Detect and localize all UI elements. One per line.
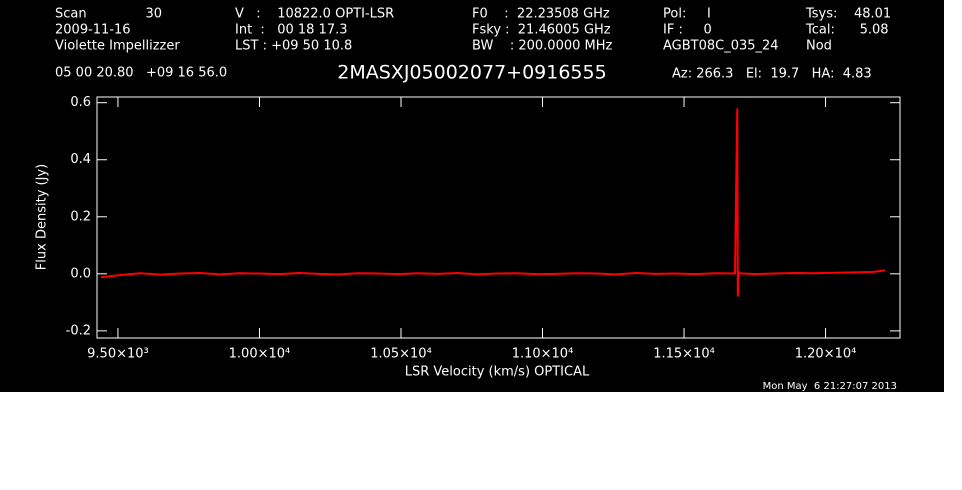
x-tick-label: 1.05×10⁴ — [370, 347, 432, 362]
header-field: 2009-11-16 — [55, 23, 131, 38]
header-field: Int : 00 18 17.3 — [235, 23, 348, 38]
x-tick-label: 9.50×10³ — [87, 347, 149, 362]
x-tick-label: 1.00×10⁴ — [229, 347, 291, 362]
timestamp: Mon May 6 21:27:07 2013 — [763, 381, 897, 392]
y-axis-label: Flux Density (Jy) — [35, 164, 50, 270]
header-field: Fsky : 21.46005 GHz — [472, 23, 611, 38]
header-field: BW : 200.0000 MHz — [472, 39, 613, 54]
y-tick-label: 0.6 — [70, 95, 91, 110]
y-tick-label: 0.0 — [70, 266, 91, 281]
spectrum-line — [100, 108, 886, 297]
header-field: LST : +09 50 10.8 — [235, 39, 352, 54]
x-tick-label: 1.20×10⁴ — [795, 347, 857, 362]
header-field: IF : 0 — [663, 23, 712, 38]
y-tick-label: -0.2 — [66, 323, 91, 338]
header: Scan 30 V : 10822.0 OPTI-LSR F0 : 22.23508 … — [55, 7, 891, 54]
header-field: Violette Impellizzer — [55, 39, 180, 54]
header-field: Tcal: 5.08 — [805, 23, 889, 38]
header-field: F0 : 22.23508 GHz — [472, 7, 610, 22]
header-field: AGBT08C_035_24 — [663, 39, 779, 54]
pointing: Az: 266.3 El: 19.7 HA: 4.83 — [672, 67, 872, 82]
background — [0, 0, 944, 392]
y-tick-label: 0.2 — [70, 209, 91, 224]
header-field: 30 — [145, 7, 162, 22]
header-field: Tsys: 48.01 — [805, 7, 891, 22]
header-field: Scan — [55, 7, 87, 22]
source-name: 2MASXJ05002077+0916555 — [337, 62, 606, 84]
header-field: Pol: I — [663, 7, 711, 22]
plot-frame — [96, 96, 901, 339]
y-tick-label: 0.4 — [70, 152, 91, 167]
x-axis-label: LSR Velocity (km/s) OPTICAL — [405, 365, 590, 380]
x-tick-label: 1.10×10⁴ — [512, 347, 574, 362]
x-tick-label: 1.15×10⁴ — [653, 347, 715, 362]
header-field: V : 10822.0 OPTI-LSR — [235, 7, 394, 22]
header-field: Nod — [806, 39, 832, 54]
coordinates: 05 00 20.80 +09 16 56.0 — [55, 66, 227, 81]
